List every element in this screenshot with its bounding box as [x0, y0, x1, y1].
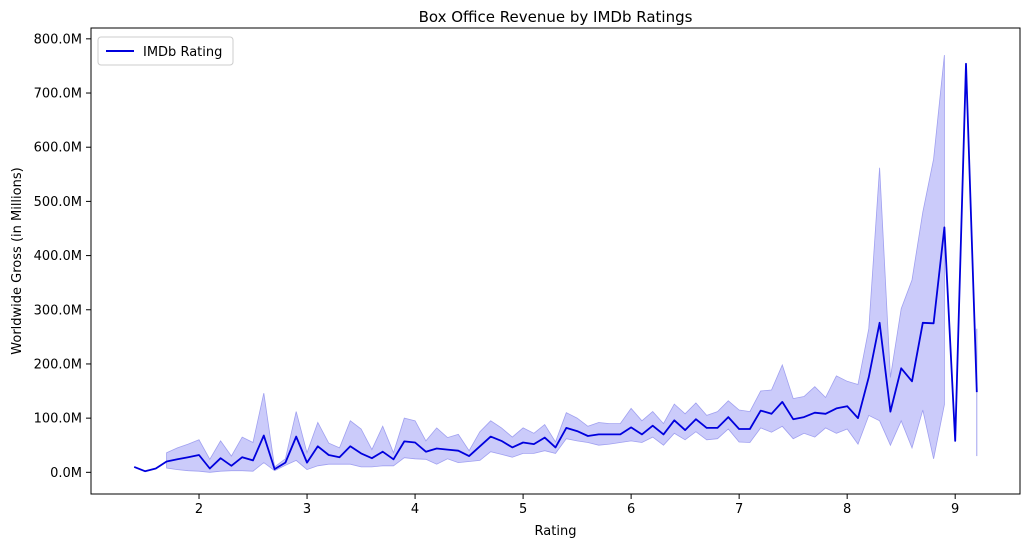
chart-title: Box Office Revenue by IMDb Ratings	[419, 8, 693, 26]
x-tick-label: 7	[735, 502, 743, 517]
x-tick-label: 4	[411, 502, 419, 517]
y-tick-label: 300.0M	[34, 303, 82, 318]
y-axis: 0.0M 100.0M 200.0M 300.0M 400.0M 500.0M 600.0M…	[34, 32, 91, 481]
y-tick-label: 700.0M	[34, 87, 82, 102]
series-line-layer	[133, 62, 978, 473]
x-tick-label: 2	[195, 502, 203, 517]
y-tick-label: 500.0M	[34, 195, 82, 210]
y-tick-label: 800.0M	[34, 32, 82, 47]
y-tick-label: 0.0M	[50, 466, 82, 481]
x-tick-label: 3	[303, 502, 311, 517]
confidence-band-layer	[166, 55, 978, 473]
legend-label-imdb-rating: IMDb Rating	[143, 45, 222, 60]
y-tick-label: 600.0M	[34, 141, 82, 156]
x-tick-label: 6	[627, 502, 635, 517]
y-tick-label: 200.0M	[34, 357, 82, 372]
y-tick-label: 100.0M	[34, 412, 82, 427]
confidence-band-1	[166, 55, 945, 473]
x-axis-label: Rating	[535, 524, 577, 539]
x-tick-label: 9	[951, 502, 959, 517]
y-axis-label: Worldwide Gross (in Millions)	[10, 167, 25, 354]
plot-frame	[90, 27, 1021, 495]
legend: IMDb Rating	[97, 36, 234, 66]
x-tick-label: 5	[519, 502, 527, 517]
x-axis: 2 3 4 5 6 7 8 9	[195, 494, 959, 517]
y-tick-label: 400.0M	[34, 249, 82, 264]
legend-box	[97, 36, 234, 66]
x-tick-label: 8	[843, 502, 851, 517]
